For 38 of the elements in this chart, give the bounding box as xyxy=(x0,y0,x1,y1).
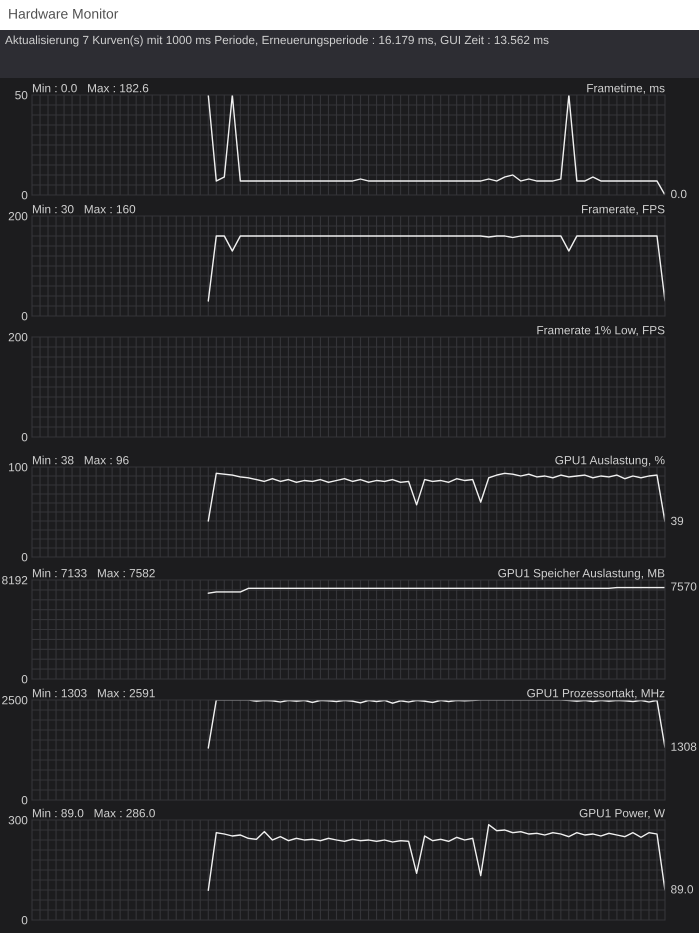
text: Hardware Monitor xyxy=(9,8,118,19)
y-tick-label: 0 xyxy=(22,796,28,804)
chart-title: Framerate 1% Low, FPS xyxy=(537,326,664,336)
chart-subtitle: Min : 30 Max : 160 xyxy=(32,204,136,214)
y-tick-label: 100 xyxy=(9,463,28,472)
data-label: 0.0 xyxy=(671,190,687,198)
y-tick-label: 200 xyxy=(8,212,28,220)
y-tick-label: 0 xyxy=(22,916,28,924)
chart-title: GPU1 Auslastung, % xyxy=(555,456,665,467)
data-label: 7570 xyxy=(671,582,696,591)
chart-title: GPU1 Power, W xyxy=(580,808,665,819)
y-tick-label: 200 xyxy=(8,333,28,342)
data-label: 1308 xyxy=(671,742,696,751)
text: Aktualisierung 7 Kurven(s) mit 1000 ms Periode, Erneuerungsperiode : 16.179 ms, GUI Zeit : 13.562 ms xyxy=(5,36,549,46)
line-series xyxy=(208,95,665,195)
data-label: 39 xyxy=(671,516,684,526)
chart-title: Frametime, ms xyxy=(587,84,665,94)
line-series xyxy=(208,824,665,892)
chart-title: GPU1 Prozessortakt, MHz xyxy=(527,688,664,699)
chart-title: GPU1 Speicher Auslastung, MB xyxy=(498,568,664,580)
y-tick-label: 0 xyxy=(22,675,28,684)
chart-subtitle: Min : 7133 Max : 7582 xyxy=(32,568,155,578)
y-tick-label: 0 xyxy=(22,191,28,200)
y-tick-label: 50 xyxy=(15,91,28,100)
y-tick-label: 2500 xyxy=(2,696,28,704)
y-tick-label: 0 xyxy=(22,433,28,442)
chart-subtitle: Min : 89.0 Max : 286.0 xyxy=(32,808,155,818)
chart-subtitle: Min : 0.0 Max : 182.6 xyxy=(32,84,148,92)
chart-subtitle: Min : 1303 Max : 2591 xyxy=(32,688,155,698)
line-series xyxy=(208,472,665,523)
y-tick-label: 300 xyxy=(8,816,28,824)
y-tick-label: 0 xyxy=(22,312,28,320)
line-series xyxy=(208,235,665,302)
chart-subtitle: Min : 38 Max : 96 xyxy=(32,456,129,464)
chart-title: Framerate, FPS xyxy=(582,204,664,215)
y-tick-label: 8192 xyxy=(2,576,28,584)
y-tick-label: 0 xyxy=(22,553,28,562)
data-label: 89.0 xyxy=(671,885,694,894)
